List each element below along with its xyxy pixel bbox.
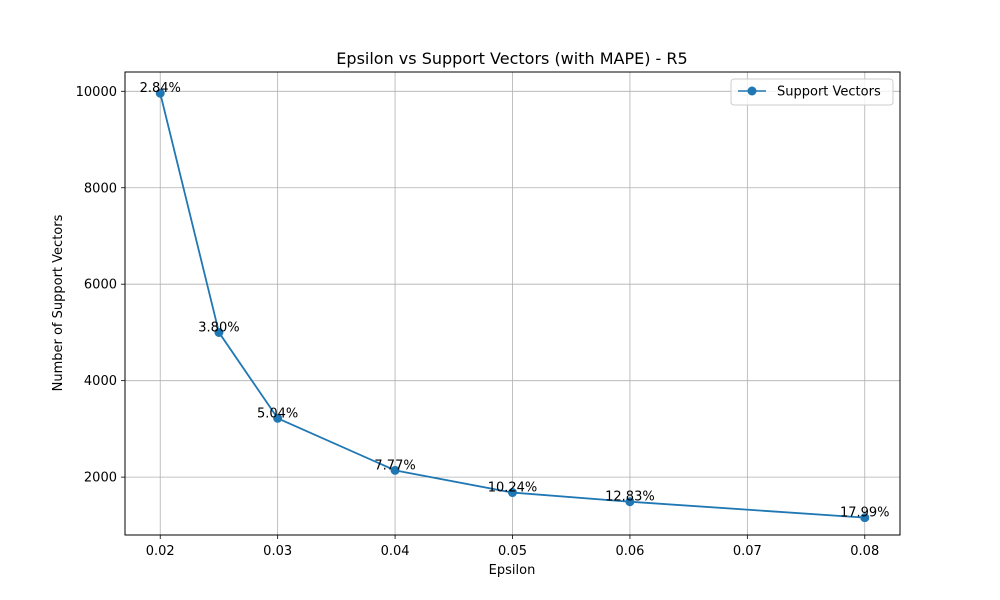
data-label: 17.99% [840,506,890,521]
y-axis-label: Number of Support Vectors [51,214,66,391]
data-label: 2.84% [140,81,181,96]
data-point [155,88,165,98]
x-tick-label: 0.04 [381,544,410,559]
x-tick-label: 0.02 [146,544,175,559]
data-label: 7.77% [374,458,415,473]
data-label: 12.83% [605,490,655,505]
data-label: 10.24% [488,481,538,496]
legend-box [730,78,894,106]
legend-label: Support Vectors [777,85,881,100]
data-label: 5.04% [257,406,298,421]
data-label: 3.80% [198,320,239,335]
legend: Support Vectors [730,78,894,106]
legend-marker [747,86,757,96]
x-tick-label: 0.07 [733,544,762,559]
y-tick-label: 6000 [84,278,117,293]
data-point [214,327,224,337]
data-point [860,513,870,523]
chart-title: Epsilon vs Support Vectors (with MAPE) -… [336,49,687,68]
x-tick-label: 0.08 [850,544,879,559]
y-tick-label: 8000 [84,181,117,196]
x-tick-label: 0.03 [263,544,292,559]
data-point [390,465,400,475]
series-layer: 2.84% 3.80% 5.04% 7.77% 10.24% 12.83% 17.99% [140,81,890,523]
x-tick-label: 0.06 [615,544,644,559]
data-point [508,488,517,498]
x-tick-label: 0.05 [498,544,527,559]
grid [125,72,900,535]
data-point [273,413,283,423]
y-tick-label: 4000 [84,374,117,389]
x-axis-label: Epsilon [489,563,536,578]
data-point [625,497,635,507]
ticks: 0.02 0.03 0.04 0.05 0.06 0.07 0.08 2000 4000 6000… [76,85,880,559]
y-tick-label: 2000 [84,471,117,486]
y-tick-label: 10000 [76,85,117,100]
